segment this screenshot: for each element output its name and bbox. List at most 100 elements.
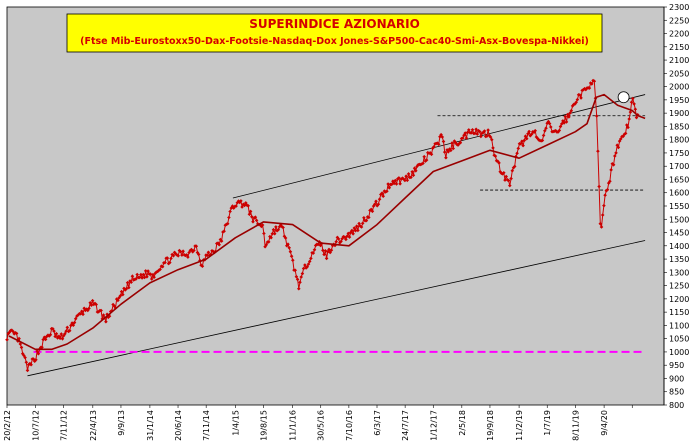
x-tick-label: 27/11/12 bbox=[59, 410, 68, 441]
price-point bbox=[305, 264, 310, 269]
y-tick-label: 1350 bbox=[669, 255, 689, 264]
y-tick-label: 1550 bbox=[669, 202, 689, 211]
price-point bbox=[338, 241, 342, 245]
price-point bbox=[446, 150, 451, 154]
price-point bbox=[488, 135, 493, 139]
price-point bbox=[339, 239, 343, 244]
price-point bbox=[376, 202, 381, 206]
price-point bbox=[429, 152, 434, 157]
price-point bbox=[294, 274, 299, 279]
price-point bbox=[400, 176, 405, 180]
price-point bbox=[264, 243, 269, 247]
price-point bbox=[486, 128, 490, 132]
price-point bbox=[194, 244, 199, 248]
price-point bbox=[394, 182, 399, 186]
x-tick-label: 24/7/17 bbox=[401, 410, 410, 441]
price-point bbox=[40, 345, 44, 350]
price-point bbox=[297, 286, 301, 291]
marker-group bbox=[617, 91, 630, 104]
price-point bbox=[575, 97, 580, 102]
plot-area bbox=[6, 6, 665, 406]
price-point bbox=[578, 93, 582, 97]
price-point bbox=[591, 78, 595, 83]
price-point bbox=[65, 325, 70, 330]
price-point bbox=[335, 235, 340, 240]
price-point bbox=[322, 252, 326, 257]
moving-average-line bbox=[8, 93, 646, 351]
price-point bbox=[368, 208, 372, 213]
price-point bbox=[165, 256, 170, 260]
price-point bbox=[481, 130, 486, 135]
price-point bbox=[398, 182, 402, 186]
price-point bbox=[81, 312, 85, 317]
price-point bbox=[25, 368, 30, 373]
price-point bbox=[293, 268, 297, 273]
price-point bbox=[518, 142, 523, 146]
x-tick-label: 22/4/13 bbox=[89, 410, 98, 441]
price-point bbox=[515, 151, 519, 156]
price-point bbox=[574, 100, 578, 105]
price-point bbox=[567, 115, 571, 119]
price-point bbox=[442, 150, 447, 154]
price-point bbox=[505, 178, 510, 182]
price-point bbox=[599, 225, 604, 229]
price-point bbox=[143, 269, 148, 273]
price-point bbox=[510, 168, 515, 173]
price-point bbox=[254, 218, 259, 223]
price-point bbox=[176, 254, 180, 258]
price-point bbox=[289, 254, 294, 258]
price-point bbox=[52, 329, 56, 333]
price-point bbox=[94, 302, 98, 307]
price-point bbox=[155, 269, 160, 274]
price-point bbox=[219, 239, 224, 243]
price-point bbox=[432, 145, 436, 149]
title-box: SUPERINDICE AZIONARIO (Ftse Mib-Eurostox… bbox=[66, 13, 603, 53]
price-point bbox=[490, 137, 494, 142]
price-point bbox=[262, 231, 266, 236]
price-point bbox=[503, 178, 507, 182]
y-axis: 800 850 900 950 1000 1050 1100 1150 1200 1250 1300… bbox=[663, 3, 689, 410]
price-point bbox=[435, 141, 440, 145]
price-point bbox=[270, 232, 275, 236]
price-point bbox=[348, 230, 353, 235]
chart-title: SUPERINDICE AZIONARIO bbox=[249, 17, 420, 31]
price-point bbox=[626, 125, 630, 130]
price-point bbox=[10, 328, 14, 332]
price-point bbox=[543, 129, 547, 133]
price-point bbox=[464, 136, 469, 140]
price-point bbox=[524, 136, 529, 141]
price-point bbox=[619, 137, 623, 141]
price-point bbox=[321, 248, 325, 253]
y-tick-label: 950 bbox=[669, 361, 684, 370]
price-point bbox=[58, 336, 62, 341]
price-point bbox=[334, 239, 338, 244]
price-point bbox=[556, 130, 560, 134]
price-point bbox=[356, 228, 360, 233]
price-point bbox=[511, 165, 516, 170]
price-point bbox=[526, 132, 530, 136]
y-tick-label: 1600 bbox=[669, 189, 689, 198]
price-point bbox=[248, 209, 253, 214]
price-point bbox=[291, 258, 295, 263]
x-tick-label: 19/9/18 bbox=[486, 410, 495, 441]
price-point bbox=[581, 87, 586, 92]
price-point bbox=[422, 154, 426, 159]
price-point bbox=[516, 146, 521, 151]
price-point bbox=[99, 308, 103, 313]
price-point bbox=[370, 209, 375, 214]
x-tick-label: 20/2/12 bbox=[3, 410, 12, 441]
x-tick-label: 20/6/14 bbox=[174, 410, 183, 441]
price-point bbox=[608, 179, 612, 184]
price-point bbox=[152, 275, 156, 279]
price-point bbox=[344, 237, 348, 242]
price-point bbox=[227, 215, 231, 220]
x-tick-label: 6/3/17 bbox=[373, 410, 382, 436]
price-point bbox=[438, 134, 442, 139]
price-point bbox=[474, 127, 478, 132]
price-point bbox=[239, 199, 243, 203]
price-point bbox=[342, 235, 347, 239]
price-point bbox=[439, 132, 443, 137]
price-point bbox=[59, 332, 64, 336]
price-point bbox=[532, 130, 536, 135]
